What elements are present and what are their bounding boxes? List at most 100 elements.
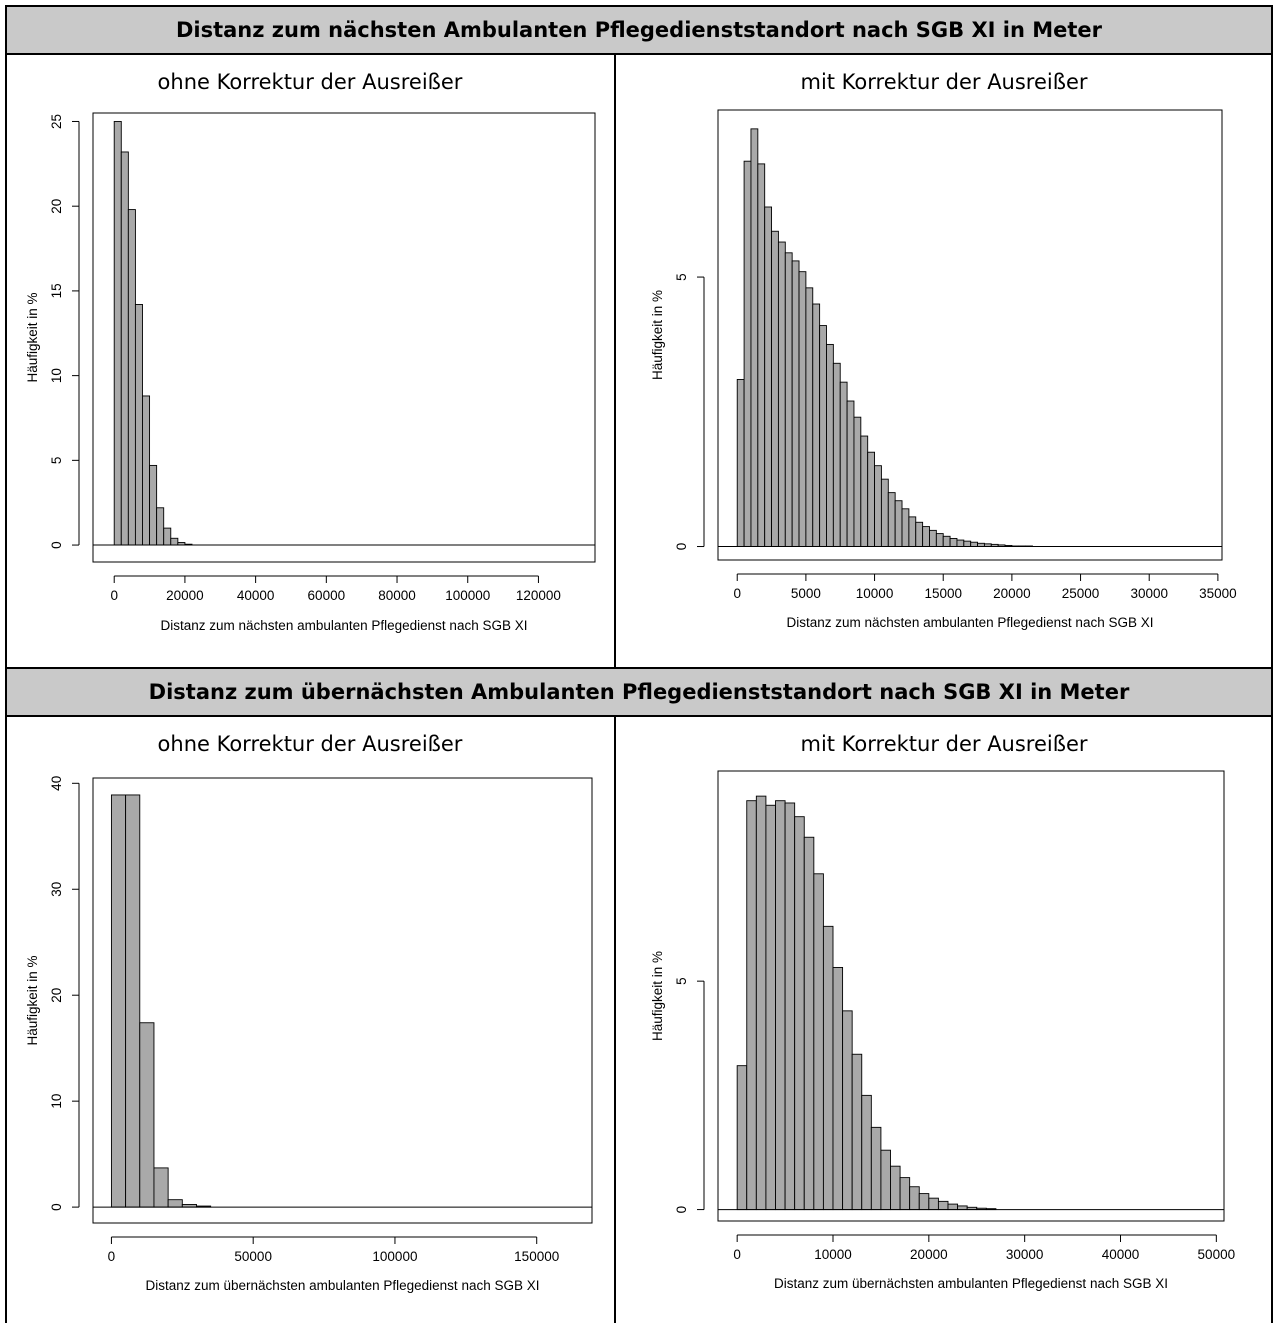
x-tick-label: 60000 <box>308 588 346 603</box>
histogram-bar <box>771 230 779 547</box>
y-axis-title: Häufigkeit in % <box>650 290 665 380</box>
histogram-bar <box>736 379 745 547</box>
x-tick-label: 20000 <box>166 588 204 603</box>
x-tick-label: 80000 <box>378 588 416 603</box>
x-tick-label: 100000 <box>445 588 490 603</box>
x-tick-label: 0 <box>733 586 741 601</box>
x-tick-label: 5000 <box>791 586 821 601</box>
x-tick-label: 50000 <box>234 1249 272 1264</box>
chart-title-bottom-right: mit Korrektur der Ausreißer <box>800 732 1088 756</box>
y-tick-label: 5 <box>49 457 64 465</box>
x-tick-label: 40000 <box>237 588 275 603</box>
histogram-bar <box>957 1205 968 1211</box>
histogram-bar <box>826 343 834 547</box>
y-tick-label: 0 <box>674 1206 689 1214</box>
plot-box <box>717 109 1223 561</box>
y-axis-title: Häufigkeit in % <box>25 955 40 1045</box>
y-tick-label: 10 <box>49 368 64 383</box>
histogram-bar <box>880 1149 891 1211</box>
histogram-bar <box>832 966 844 1211</box>
plot-box <box>92 777 593 1224</box>
histogram-bar <box>775 800 786 1211</box>
histogram-bar <box>755 795 767 1211</box>
histogram-bar <box>134 304 143 546</box>
histogram-bar <box>139 1022 155 1208</box>
histogram-bar <box>851 1053 863 1211</box>
x-axis-title: Distanz zum übernächsten ambulanten Pfle… <box>774 1276 1168 1291</box>
histogram-bar <box>746 800 757 1211</box>
y-tick-label: 10 <box>49 1094 64 1109</box>
histogram-bar <box>860 435 869 547</box>
histogram-bar <box>819 325 827 547</box>
histogram-bar <box>846 400 855 547</box>
y-tick-label: 30 <box>49 882 64 897</box>
plot-box <box>717 770 1225 1222</box>
histogram-bar <box>949 537 958 547</box>
histogram-bar <box>956 539 965 547</box>
histogram-bar <box>120 151 129 546</box>
x-tick-label: 0 <box>733 1247 741 1262</box>
histogram-bar <box>874 465 882 547</box>
chart-title-top-left: ohne Korrektur der Ausreißer <box>157 70 463 94</box>
histogram-bar <box>812 303 821 547</box>
x-tick-label: 0 <box>108 1249 116 1264</box>
histogram-bar <box>963 540 972 547</box>
y-tick-label: 5 <box>674 977 689 985</box>
chart-title-top-right: mit Korrektur der Ausreißer <box>800 70 1088 94</box>
y-tick-label: 5 <box>674 273 689 281</box>
column-divider <box>614 717 616 1323</box>
histogram-bar <box>142 395 151 546</box>
y-tick-label: 0 <box>674 543 689 551</box>
histogram-bar <box>777 241 786 547</box>
x-tick-label: 150000 <box>514 1249 559 1264</box>
x-axis-title: Distanz zum nächsten ambulanten Pflegedi… <box>161 618 528 633</box>
histogram-bar <box>822 925 834 1211</box>
x-tick-label: 30000 <box>1130 586 1168 601</box>
histogram-bar <box>794 816 805 1211</box>
x-axis-title: Distanz zum übernächsten ambulanten Pfle… <box>146 1278 540 1293</box>
histogram-bar <box>757 163 766 547</box>
plot-box <box>92 112 596 563</box>
chart-title-bottom-left: ohne Korrektur der Ausreißer <box>157 732 463 756</box>
x-tick-label: 40000 <box>1102 1247 1140 1262</box>
histogram-bar <box>901 508 910 547</box>
histogram-bar <box>922 526 930 547</box>
x-tick-label: 0 <box>110 588 118 603</box>
y-tick-label: 20 <box>49 199 64 214</box>
histogram-bar <box>791 260 800 547</box>
histogram-bar <box>890 1165 901 1211</box>
y-tick-label: 25 <box>49 114 64 129</box>
histogram-bar <box>110 794 127 1208</box>
histogram-bar <box>170 537 179 546</box>
histogram-bar <box>736 1065 748 1211</box>
x-tick-label: 50000 <box>1198 1247 1236 1262</box>
histogram-bar <box>929 529 937 547</box>
histogram-bar <box>880 478 889 547</box>
histogram-bar <box>870 1126 882 1211</box>
histogram-bar <box>153 1167 169 1208</box>
y-axis-title: Häufigkeit in % <box>650 951 665 1041</box>
histogram-bar <box>887 492 896 547</box>
y-tick-label: 40 <box>49 776 64 791</box>
histogram-bar <box>853 416 862 547</box>
column-divider <box>614 55 616 667</box>
histogram-bar <box>935 533 944 547</box>
histogram-bar <box>805 287 814 547</box>
histogram-bar <box>970 541 979 547</box>
histogram-bar <box>163 527 172 546</box>
x-tick-label: 20000 <box>910 1247 948 1262</box>
histogram-bar <box>125 794 141 1208</box>
x-axis-title: Distanz zum nächsten ambulanten Pflegedi… <box>787 615 1154 630</box>
histogram-bar <box>918 1193 930 1211</box>
histogram-bar <box>832 362 841 547</box>
histogram-bar <box>784 802 796 1211</box>
histogram-bar <box>867 451 876 547</box>
y-tick-label: 20 <box>49 988 64 1003</box>
section-header-nearest: Distanz zum nächsten Ambulanten Pflegedi… <box>5 5 1273 55</box>
x-tick-label: 20000 <box>993 586 1031 601</box>
section-header-second-nearest: Distanz zum übernächsten Ambulanten Pfle… <box>5 667 1273 717</box>
x-tick-label: 30000 <box>1006 1247 1044 1262</box>
histogram-bar <box>113 121 122 546</box>
histogram-bar <box>127 209 136 546</box>
histogram-bar <box>156 507 165 546</box>
